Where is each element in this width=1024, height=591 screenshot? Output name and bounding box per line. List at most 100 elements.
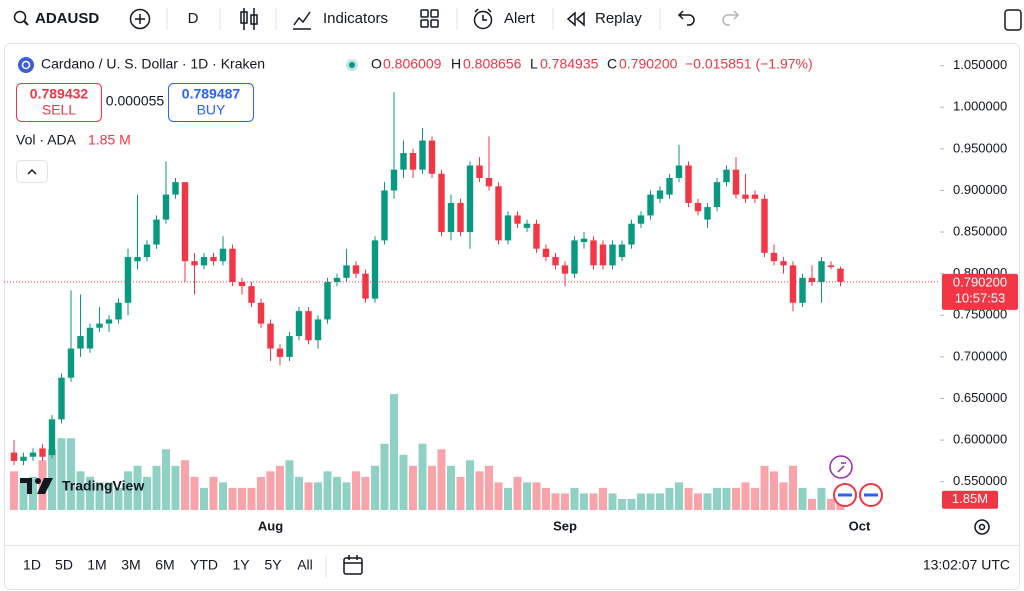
- candle-body: [799, 277, 806, 303]
- price-tick-label: 0.650000: [953, 390, 1007, 405]
- volume-bar: [675, 482, 683, 510]
- candle-body: [295, 311, 303, 337]
- candle-body: [267, 323, 274, 349]
- settings-button[interactable]: [974, 519, 990, 535]
- candle-body: [67, 348, 75, 378]
- buy-button[interactable]: 0.789487 BUY: [168, 83, 254, 122]
- candle-body: [381, 190, 388, 241]
- candle-body: [219, 248, 227, 262]
- candle-body: [523, 223, 531, 228]
- range-button[interactable]: 1M: [87, 557, 106, 573]
- candle-body: [134, 257, 141, 262]
- volume-bar: [114, 487, 123, 510]
- volume-bar: [504, 487, 512, 510]
- logo-mark: [37, 478, 53, 494]
- last-price-badge: [942, 273, 1018, 310]
- volume-bar: [751, 487, 759, 510]
- candle-body: [704, 207, 711, 220]
- volume-bar: [779, 482, 788, 510]
- range-button[interactable]: 5D: [55, 557, 73, 573]
- chart-type-button[interactable]: [240, 8, 258, 30]
- replay-button[interactable]: Replay: [595, 10, 642, 27]
- sell-button[interactable]: 0.789432 SELL: [16, 83, 102, 122]
- collapse-legend-button[interactable]: [16, 160, 48, 183]
- candle-body: [713, 182, 721, 208]
- candle-body: [438, 173, 445, 233]
- volume-bar: [257, 476, 265, 510]
- layout-icon-cell: [430, 19, 439, 28]
- volume-bar: [646, 493, 655, 510]
- undo-button[interactable]: [677, 10, 695, 26]
- panel-button[interactable]: [1004, 9, 1022, 31]
- compare-button[interactable]: [129, 8, 151, 30]
- volume-bar: [618, 498, 626, 510]
- volume-bar: [10, 471, 18, 510]
- candle-body: [20, 456, 27, 461]
- range-button[interactable]: 1Y: [232, 557, 250, 573]
- volume-bar: [333, 476, 341, 510]
- candle-body: [191, 261, 198, 266]
- volume-bar: [323, 471, 332, 510]
- volume-bar: [684, 487, 693, 510]
- candle-body: [29, 452, 37, 457]
- redo-button[interactable]: [722, 10, 740, 26]
- candle-body: [362, 273, 369, 299]
- candle-body: [685, 165, 692, 203]
- range-button[interactable]: All: [297, 557, 313, 573]
- volume-bar: [19, 482, 28, 510]
- candle-body: [48, 419, 56, 456]
- candle-body: [476, 165, 483, 178]
- candle-body: [694, 202, 702, 212]
- volume-legend-label: Vol · ADA: [16, 132, 77, 148]
- candle-body: [143, 244, 151, 258]
- volume-bar: [589, 493, 598, 510]
- symbol-search[interactable]: ADAUSD: [13, 10, 100, 27]
- range-button[interactable]: 6M: [155, 557, 174, 573]
- volume-bar: [219, 482, 227, 510]
- candle-body: [732, 169, 740, 195]
- candle-body: [314, 319, 322, 341]
- events-icon[interactable]: [829, 455, 853, 479]
- layouts-button[interactable]: [420, 9, 439, 28]
- volume-bar: [285, 460, 294, 510]
- interval-button[interactable]: D: [188, 10, 199, 27]
- market-status-dot: [349, 62, 355, 68]
- volume-bar: [760, 465, 769, 510]
- candle-icon-body: [240, 11, 248, 24]
- volume-badge: [942, 490, 998, 509]
- volume-bar: [428, 465, 436, 510]
- price-tick-label: 1.050000: [953, 57, 1007, 72]
- range-button[interactable]: 5Y: [264, 557, 282, 573]
- range-button[interactable]: 1D: [23, 557, 41, 573]
- search-icon: [13, 10, 27, 24]
- indicators-button[interactable]: Indicators: [323, 10, 388, 27]
- volume-bar: [352, 471, 360, 510]
- volume-bar: [798, 487, 807, 510]
- candle-body: [742, 194, 749, 199]
- alert-button[interactable]: Alert: [504, 10, 536, 27]
- volume-bar: [599, 487, 607, 510]
- symbol[interactable]: ADAUSD: [35, 10, 99, 27]
- range-button[interactable]: YTD: [190, 557, 218, 573]
- candle-body: [96, 323, 103, 328]
- candle-body: [618, 244, 626, 258]
- ohlc-value: 0.784935: [540, 56, 599, 72]
- chart-title: Cardano / U. S. Dollar · 1D · Kraken: [41, 56, 265, 72]
- volume-bar: [200, 487, 208, 510]
- candle-body: [286, 336, 293, 357]
- spread: 0.000055: [106, 93, 165, 109]
- candle-body: [818, 261, 825, 282]
- candle-body: [343, 265, 350, 278]
- range-button[interactable]: 3M: [121, 557, 140, 573]
- volume-bar: [304, 482, 313, 510]
- go-to-date-button[interactable]: [343, 557, 363, 575]
- candle-body: [39, 448, 46, 457]
- sell-label: SELL: [42, 102, 76, 118]
- price-tick-label: 0.900000: [953, 182, 1007, 197]
- volume-bar: [124, 471, 132, 510]
- volume-bar: [789, 465, 797, 510]
- candle-body: [789, 265, 797, 303]
- volume-bar: [637, 493, 645, 510]
- last-price-label: 0.790200: [953, 274, 1007, 289]
- candle-body: [514, 215, 521, 224]
